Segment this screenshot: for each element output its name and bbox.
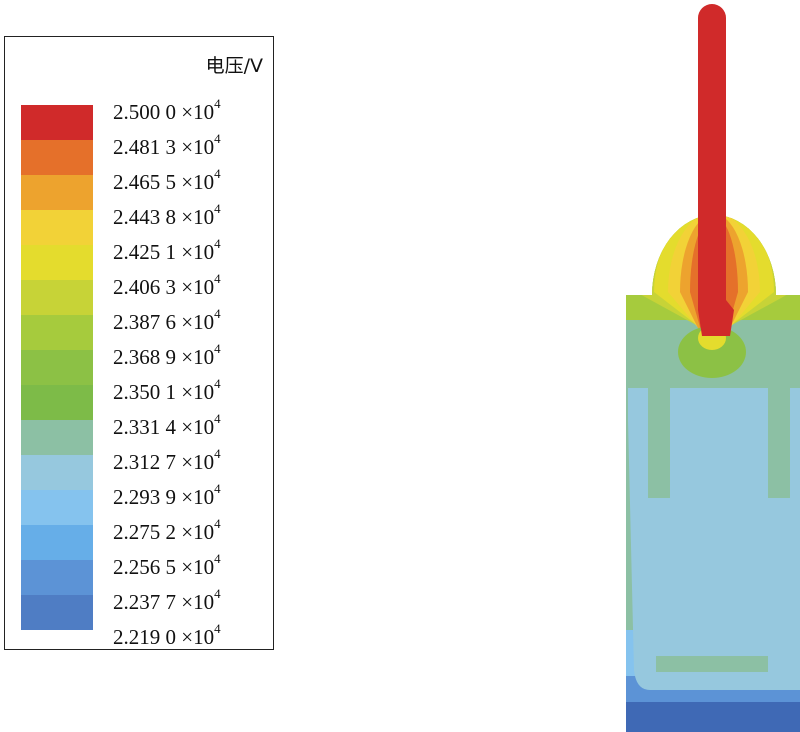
field-bottom-band-3 bbox=[626, 702, 800, 732]
legend-label: 2.481 3 ×104 bbox=[113, 131, 221, 159]
legend-label: 2.387 6 ×104 bbox=[113, 306, 221, 334]
legend-label: 2.350 1 ×104 bbox=[113, 376, 221, 404]
field-tip-bulb bbox=[678, 326, 746, 378]
legend-swatch bbox=[21, 245, 93, 280]
field-bottom-strip bbox=[656, 656, 768, 672]
legend-swatch bbox=[21, 175, 93, 210]
legend-label: 2.368 9 ×104 bbox=[113, 341, 221, 369]
legend-label: 2.312 7 ×104 bbox=[113, 446, 221, 474]
legend-label: 2.293 9 ×104 bbox=[113, 481, 221, 509]
legend-swatch bbox=[21, 140, 93, 175]
legend-swatch bbox=[21, 490, 93, 525]
legend-label: 2.500 0 ×104 bbox=[113, 96, 221, 124]
legend-swatch bbox=[21, 350, 93, 385]
field-inner-region bbox=[628, 332, 800, 690]
legend-label: 2.425 1 ×104 bbox=[113, 236, 221, 264]
legend-label: 2.465 5 ×104 bbox=[113, 166, 221, 194]
legend-swatch bbox=[21, 105, 93, 140]
legend-swatch bbox=[21, 455, 93, 490]
legend-labels: 2.500 0 ×104 2.481 3 ×104 2.465 5 ×104 2.44… bbox=[113, 89, 221, 649]
legend-swatch bbox=[21, 315, 93, 350]
field-right-pillar bbox=[768, 380, 790, 498]
field-left-pillar bbox=[648, 380, 670, 498]
legend-swatch bbox=[21, 595, 93, 630]
electrode-rod bbox=[698, 4, 734, 336]
legend-label: 2.331 4 ×104 bbox=[113, 411, 221, 439]
legend-swatch bbox=[21, 280, 93, 315]
legend-swatch bbox=[21, 525, 93, 560]
legend-label: 2.237 7 ×104 bbox=[113, 586, 221, 614]
color-legend: 电压/V 2.500 0 ×104 2.481 3 ×104 2.465 5 ×10… bbox=[4, 36, 274, 650]
legend-title: 电压/V bbox=[205, 55, 263, 77]
legend-label: 2.406 3 ×104 bbox=[113, 271, 221, 299]
legend-label: 2.219 0 ×104 bbox=[113, 621, 221, 649]
legend-label: 2.256 5 ×104 bbox=[113, 551, 221, 579]
legend-swatch bbox=[21, 560, 93, 595]
legend-swatch bbox=[21, 210, 93, 245]
legend-label: 2.275 2 ×104 bbox=[113, 516, 221, 544]
legend-swatch bbox=[21, 385, 93, 420]
legend-swatches bbox=[21, 105, 93, 630]
legend-swatch bbox=[21, 420, 93, 455]
legend-label: 2.443 8 ×104 bbox=[113, 201, 221, 229]
